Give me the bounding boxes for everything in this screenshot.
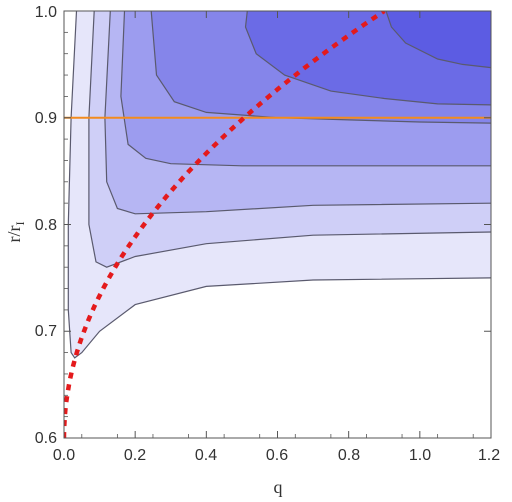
x-tick-label: 0.2 [124,447,146,464]
x-tick-label: 0.8 [338,447,360,464]
contour-line [104,11,491,215]
x-axis-title: q [274,477,283,497]
y-axis-title: r/rI [4,222,27,243]
y-axis-title-main: r/r [4,226,24,243]
x-tick-label: 0.0 [53,447,75,464]
contour-region [386,11,491,68]
x-tick-label: 1.0 [409,447,431,464]
y-tick-label: 1.0 [35,4,57,21]
contour-line [244,11,491,106]
contour-line [120,11,491,167]
y-tick-label: 0.8 [35,217,57,234]
y-axis-title-subscript: I [13,222,27,226]
dashed-boundary-curve [64,11,386,438]
x-tick-label: 0.6 [266,447,288,464]
y-tick-label: 0.6 [35,430,57,447]
y-tick-label: 0.7 [35,323,57,340]
x-tick-label: 1.2 [478,447,500,464]
contour-line [385,11,491,69]
x-tick-label: 0.4 [195,447,217,464]
contour-fills [68,11,491,358]
contour-line [88,11,491,268]
contour-line [150,11,491,124]
y-tick-label: 0.9 [35,110,57,127]
overlay-curves [64,11,491,438]
axis-ticks [63,10,492,439]
